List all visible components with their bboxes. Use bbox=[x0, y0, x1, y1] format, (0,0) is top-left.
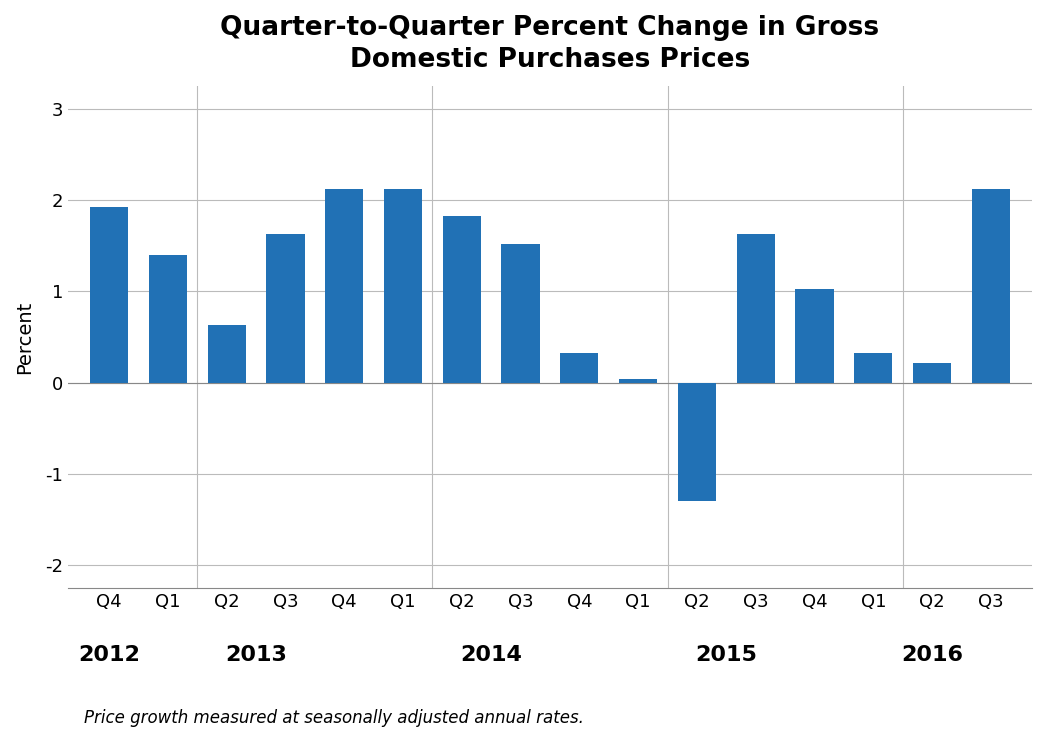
Bar bbox=[677, 383, 716, 501]
Text: Price growth measured at seasonally adjusted annual rates.: Price growth measured at seasonally adju… bbox=[84, 709, 583, 727]
Bar bbox=[384, 189, 422, 383]
Text: 2012: 2012 bbox=[79, 645, 140, 665]
Bar bbox=[207, 325, 246, 383]
Text: 2014: 2014 bbox=[461, 645, 522, 665]
Bar bbox=[796, 289, 833, 383]
Bar bbox=[560, 354, 599, 383]
Bar bbox=[266, 234, 305, 383]
Bar bbox=[149, 255, 187, 383]
Text: 2016: 2016 bbox=[901, 645, 963, 665]
Bar bbox=[90, 206, 128, 383]
Text: 2013: 2013 bbox=[225, 645, 287, 665]
Bar bbox=[972, 189, 1010, 383]
Bar bbox=[854, 354, 892, 383]
Bar bbox=[443, 216, 481, 383]
Bar bbox=[619, 379, 658, 383]
Bar bbox=[913, 363, 951, 383]
Bar bbox=[326, 189, 363, 383]
Text: 2015: 2015 bbox=[695, 645, 757, 665]
Y-axis label: Percent: Percent bbox=[15, 300, 34, 374]
Title: Quarter-to-Quarter Percent Change in Gross
Domestic Purchases Prices: Quarter-to-Quarter Percent Change in Gro… bbox=[221, 15, 879, 73]
Bar bbox=[737, 234, 775, 383]
Bar bbox=[502, 244, 539, 383]
